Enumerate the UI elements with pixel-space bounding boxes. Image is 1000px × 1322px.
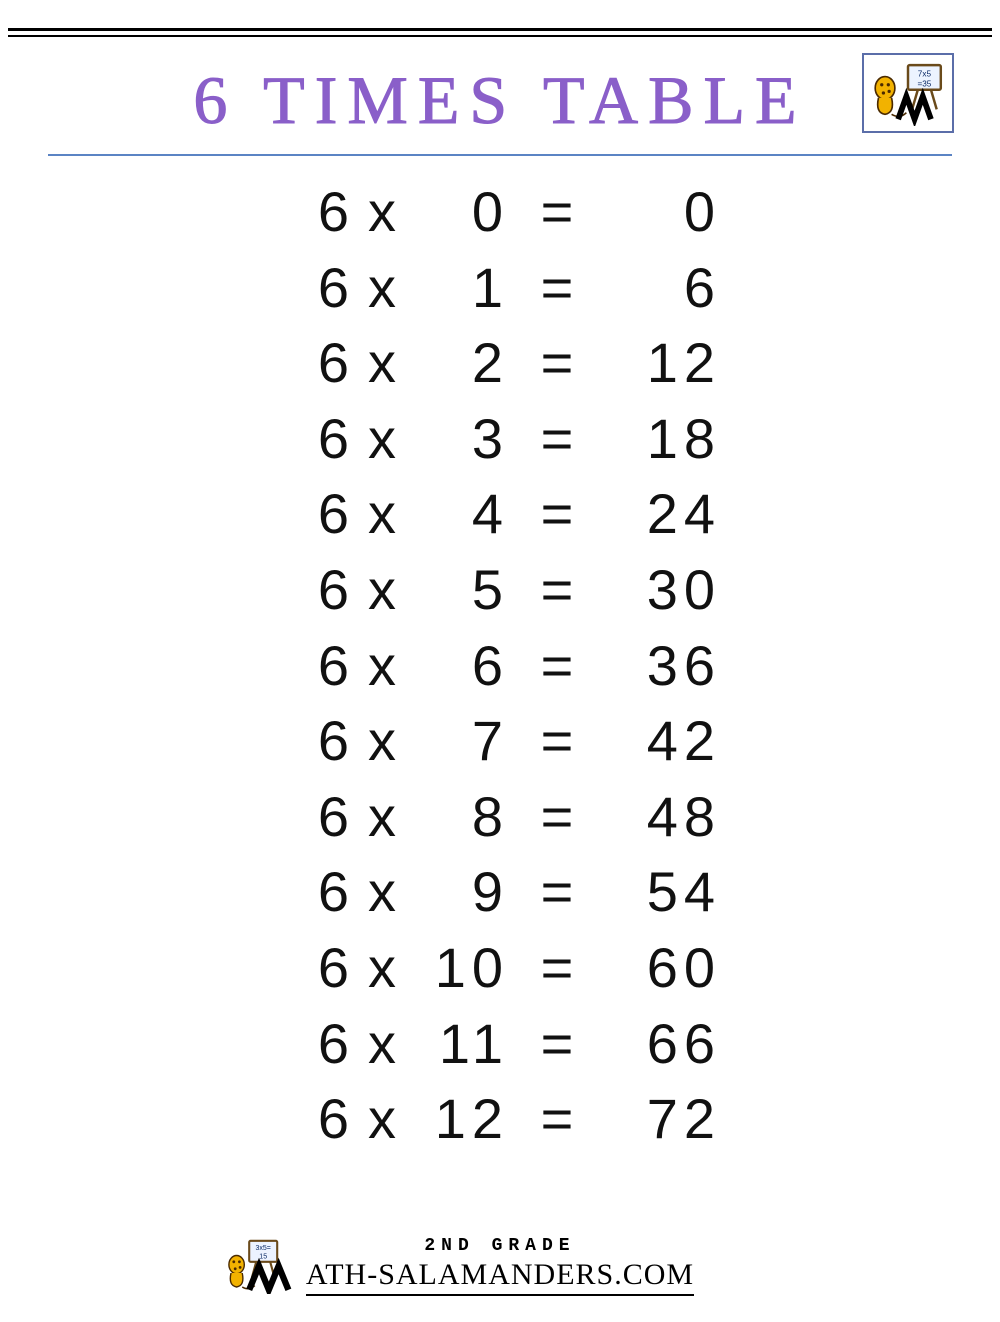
equation-row: 6x6=36 — [150, 628, 850, 704]
footer-grade-label: 2ND GRADE — [306, 1236, 694, 1256]
multiplicand: 6 — [275, 401, 355, 477]
equals-symbol: = — [515, 476, 605, 552]
product: 42 — [605, 703, 725, 779]
times-symbol: x — [355, 476, 415, 552]
multiplicand: 6 — [275, 325, 355, 401]
multiplicand: 6 — [275, 930, 355, 1006]
equals-symbol: = — [515, 401, 605, 477]
multiplicand: 6 — [275, 1081, 355, 1157]
header-underline — [48, 154, 952, 156]
equation-row: 6x4=24 — [150, 476, 850, 552]
multiplicand: 6 — [275, 628, 355, 704]
equals-symbol: = — [515, 1081, 605, 1157]
multiplicand: 6 — [275, 174, 355, 250]
equation-row: 6x10=60 — [150, 930, 850, 1006]
times-symbol: x — [355, 1006, 415, 1082]
equation-row: 6x3=18 — [150, 401, 850, 477]
multiplier: 10 — [415, 930, 515, 1006]
equals-symbol: = — [515, 174, 605, 250]
times-symbol: x — [355, 174, 415, 250]
times-symbol: x — [355, 1081, 415, 1157]
times-symbol: x — [355, 930, 415, 1006]
logo-board-text-top: 7x5 — [918, 70, 932, 79]
top-double-rule — [8, 28, 992, 37]
equals-symbol: = — [515, 703, 605, 779]
product: 18 — [605, 401, 725, 477]
product: 30 — [605, 552, 725, 628]
page-title: 6 TIMES TABLE — [48, 55, 952, 150]
equation-row: 6x11=66 — [150, 1006, 850, 1082]
product: 72 — [605, 1081, 725, 1157]
equals-symbol: = — [515, 250, 605, 326]
multiplier: 2 — [415, 325, 515, 401]
equals-symbol: = — [515, 1006, 605, 1082]
equation-row: 6x12=72 — [150, 1081, 850, 1157]
equals-symbol: = — [515, 779, 605, 855]
equation-row: 6x1=6 — [150, 250, 850, 326]
equation-row: 6x7=42 — [150, 703, 850, 779]
times-symbol: x — [355, 854, 415, 930]
multiplicand: 6 — [275, 779, 355, 855]
times-symbol: x — [355, 401, 415, 477]
logo-board-text-eq: =35 — [917, 79, 931, 88]
product: 0 — [605, 174, 725, 250]
multiplier: 4 — [415, 476, 515, 552]
multiplier: 11 — [415, 1006, 515, 1082]
equals-symbol: = — [515, 854, 605, 930]
salamander-logo-icon: 7x5 =35 — [867, 60, 949, 126]
multiplicand: 6 — [275, 854, 355, 930]
product: 24 — [605, 476, 725, 552]
multiplier: 0 — [415, 174, 515, 250]
multiplicand: 6 — [275, 703, 355, 779]
top-logo-box: 7x5 =35 — [862, 53, 954, 133]
product: 66 — [605, 1006, 725, 1082]
svg-text:15: 15 — [259, 1253, 267, 1260]
product: 12 — [605, 325, 725, 401]
footer-salamander-icon: 3x5= 15 — [224, 1238, 294, 1294]
multiplier: 5 — [415, 552, 515, 628]
equation-row: 6x5=30 — [150, 552, 850, 628]
equals-symbol: = — [515, 325, 605, 401]
times-symbol: x — [355, 325, 415, 401]
footer-brand-label: ATH-SALAMANDERS.COM — [306, 1258, 694, 1296]
times-symbol: x — [355, 250, 415, 326]
multiplier: 7 — [415, 703, 515, 779]
equation-row: 6x2=12 — [150, 325, 850, 401]
svg-text:3x5=: 3x5= — [255, 1245, 270, 1252]
product: 48 — [605, 779, 725, 855]
multiplier: 9 — [415, 854, 515, 930]
equals-symbol: = — [515, 552, 605, 628]
times-symbol: x — [355, 552, 415, 628]
multiplier: 6 — [415, 628, 515, 704]
multiplier: 1 — [415, 250, 515, 326]
product: 6 — [605, 250, 725, 326]
multiplier: 8 — [415, 779, 515, 855]
equals-symbol: = — [515, 930, 605, 1006]
equation-row: 6x0=0 — [150, 174, 850, 250]
times-symbol: x — [355, 779, 415, 855]
product: 36 — [605, 628, 725, 704]
footer: 3x5= 15 2ND GRADE ATH-SALAMANDERS.COM — [0, 1236, 1000, 1296]
times-symbol: x — [355, 628, 415, 704]
multiplicand: 6 — [275, 552, 355, 628]
multiplier: 12 — [415, 1081, 515, 1157]
product: 54 — [605, 854, 725, 930]
times-symbol: x — [355, 703, 415, 779]
equals-symbol: = — [515, 628, 605, 704]
times-table: 6x0=06x1=66x2=126x3=186x4=246x5=306x6=36… — [150, 174, 850, 1157]
multiplier: 3 — [415, 401, 515, 477]
multiplicand: 6 — [275, 476, 355, 552]
header: 6 TIMES TABLE 7x5 =35 — [48, 55, 952, 150]
multiplicand: 6 — [275, 250, 355, 326]
multiplicand: 6 — [275, 1006, 355, 1082]
equation-row: 6x9=54 — [150, 854, 850, 930]
equation-row: 6x8=48 — [150, 779, 850, 855]
product: 60 — [605, 930, 725, 1006]
